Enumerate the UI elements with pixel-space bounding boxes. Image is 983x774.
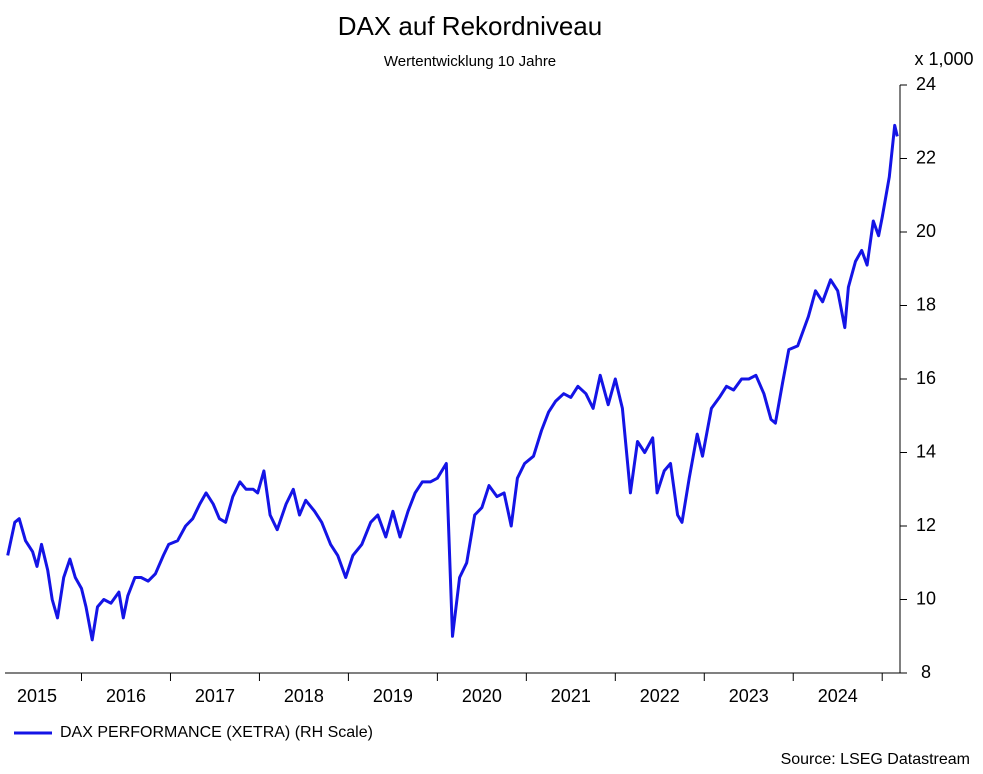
- x-tick-label: 2023: [729, 686, 769, 706]
- x-tick-label: 2022: [640, 686, 680, 706]
- y-unit-label: x 1,000: [914, 49, 973, 69]
- y-tick-label: 20: [916, 221, 936, 241]
- y-tick-label: 22: [916, 147, 936, 167]
- x-tick-label: 2024: [818, 686, 858, 706]
- x-tick-label: 2018: [284, 686, 324, 706]
- y-tick-label: 18: [916, 294, 936, 314]
- legend-label: DAX PERFORMANCE (XETRA) (RH Scale): [60, 724, 373, 741]
- y-tick-label: 12: [916, 515, 936, 535]
- chart-subtitle: Wertentwicklung 10 Jahre: [384, 53, 556, 70]
- y-tick-label: 24: [916, 74, 936, 94]
- y-tick-label: 16: [916, 368, 936, 388]
- y-tick-label: 10: [916, 588, 936, 608]
- chart-title: DAX auf Rekordniveau: [338, 11, 602, 41]
- y-tick-label: 14: [916, 441, 936, 461]
- source: Source: LSEG Datastream: [781, 751, 970, 768]
- x-tick-label: 2020: [462, 686, 502, 706]
- x-tick-label: 2021: [551, 686, 591, 706]
- x-tick-label: 2017: [195, 686, 235, 706]
- data-line: [6, 123, 899, 642]
- x-tick-label: 2015: [17, 686, 57, 706]
- x-tick-label: 2019: [373, 686, 413, 706]
- x-tick-label: 2016: [106, 686, 146, 706]
- y-tick-label: 8: [921, 662, 931, 682]
